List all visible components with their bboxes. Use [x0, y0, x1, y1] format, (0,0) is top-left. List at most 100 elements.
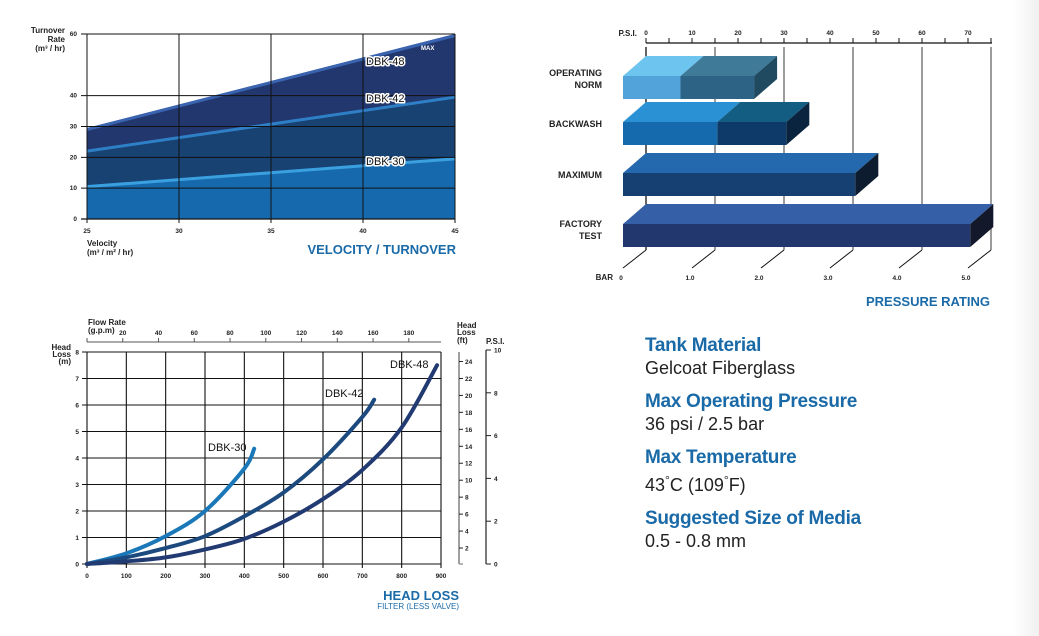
- hl-gpm-tick-label: 180: [403, 330, 414, 337]
- vel-y-tick-label: 40: [70, 93, 78, 100]
- pr-bar-backwash-top: [623, 102, 741, 122]
- hl-ft-tick-label: 20: [465, 393, 473, 400]
- hl-y-tick-label: 2: [75, 509, 79, 516]
- pr-bar-operating-norm-side: [754, 56, 778, 99]
- vel-x-tick-label: 30: [175, 228, 183, 235]
- hl-series-label-dbk30: DBK-30: [208, 442, 247, 454]
- hl-x-tick-label: 200: [160, 573, 171, 580]
- hl-psi-tick-label: 4: [494, 476, 498, 483]
- pr-bar-maximum-front: [623, 173, 856, 196]
- temp-f-rest: F): [728, 475, 746, 495]
- spec-tank-material: Tank Material Gelcoat Fiberglass: [645, 335, 1015, 379]
- pr-bar-factory-test-front: [623, 224, 971, 247]
- pr-bar-axis-label: BAR: [596, 273, 614, 282]
- pr-bar-operating-norm-top-2: [680, 56, 778, 76]
- hl-y-tick-label: 8: [75, 350, 79, 357]
- hl-ft-tick-label: 18: [465, 410, 473, 417]
- pr-psi-tick-label: 0: [644, 30, 648, 37]
- hl-series-label-dbk48: DBK-48: [390, 359, 429, 371]
- pr-bar-maximum-side: [855, 153, 879, 196]
- pr-psi-tick-label: 10: [688, 30, 696, 37]
- vel-y-tick-label: 0: [73, 216, 77, 223]
- pr-bar-gridline-diag: [829, 249, 854, 269]
- vel-y-tick-label: 10: [70, 185, 78, 192]
- vel-series-label-dbk30: DBK-30: [366, 156, 405, 168]
- pr-category-operating-line2: NORM: [575, 80, 603, 90]
- vel-series-label-dbk42: DBK-42: [366, 93, 405, 105]
- pr-bar-maximum-top: [623, 153, 879, 173]
- temp-c-rest: C (109: [669, 475, 724, 495]
- pr-bar-factory-test-side: [970, 204, 994, 247]
- pr-bar-gridline-diag: [898, 249, 923, 269]
- pr-category-factory-line2: TEST: [579, 231, 603, 241]
- pr-psi-tick-label: 70: [964, 30, 972, 37]
- hl-y-tick-label: 6: [75, 403, 79, 410]
- hl-gpm-tick-label: 20: [119, 330, 127, 337]
- hl-chart-subtitle: FILTER (LESS VALVE): [377, 602, 459, 611]
- spec-value: 43°C (109°F): [645, 469, 1015, 496]
- hl-gpm-tick-label: 40: [155, 330, 163, 337]
- hl-y-tick-label: 4: [75, 456, 79, 463]
- hl-ft-tick-label: 8: [465, 495, 469, 502]
- pr-bar-gridline-diag: [622, 249, 647, 269]
- hl-ft-label-line2: Loss: [457, 328, 476, 337]
- hl-y-tick-label: 1: [75, 535, 79, 542]
- pr-chart-title: PRESSURE RATING: [866, 294, 990, 309]
- pr-psi-tick-label: 40: [826, 30, 834, 37]
- vel-series-label-dbk48: DBK-48: [366, 56, 405, 68]
- spec-value: 36 psi / 2.5 bar: [645, 414, 765, 434]
- vel-max-label: MAX: [421, 46, 434, 52]
- pr-category-factory-line1: FACTORY: [559, 219, 602, 229]
- hl-psi-label: P.S.I.: [486, 337, 505, 346]
- hl-y-tick-label: 5: [75, 429, 79, 436]
- hl-psi-tick-label: 10: [494, 348, 502, 355]
- pr-psi-tick-label: 60: [918, 30, 926, 37]
- pr-bar-gridline-diag: [967, 249, 992, 269]
- spec-max-temperature: Max Temperature 43°C (109°F): [645, 447, 1015, 496]
- vel-y-tick-label: 60: [70, 31, 78, 38]
- specs-panel: Tank Material Gelcoat Fiberglass Max Ope…: [645, 335, 1015, 564]
- spec-heading: Max Operating Pressure: [645, 391, 857, 412]
- pr-category-operating-line1: OPERATING: [549, 68, 602, 78]
- vel-x-tick-label: 35: [267, 228, 275, 235]
- hl-psi-tick-label: 2: [494, 519, 498, 526]
- hl-ft-tick-label: 14: [465, 444, 473, 451]
- hl-ft-tick-label: 12: [465, 461, 473, 468]
- vel-ylabel-line1: Turnover: [31, 26, 65, 35]
- pr-bar-gridline-diag: [691, 249, 716, 269]
- pr-bar-factory-test-top: [623, 204, 994, 224]
- hl-flow-label-line2: (g.p.m): [88, 326, 115, 335]
- pr-bar-tick-label: 0: [619, 275, 623, 282]
- hl-ft-label-line3: (ft): [457, 336, 468, 345]
- hl-curve-dbk-48: [85, 363, 440, 566]
- pr-psi-tick-label: 30: [780, 30, 788, 37]
- hl-gpm-tick-label: 160: [368, 330, 379, 337]
- pr-bar-operating-norm-front: [623, 76, 681, 99]
- pr-category-backwash: BACKWASH: [549, 119, 602, 129]
- spec-heading: Tank Material: [645, 335, 762, 356]
- hl-x-tick-label: 300: [200, 573, 211, 580]
- vel-chart-title: VELOCITY / TURNOVER: [307, 242, 456, 257]
- vel-y-tick-label: 30: [70, 124, 78, 131]
- page-edge-shade: [1013, 0, 1039, 636]
- hl-curve-dbk-42: [85, 397, 377, 566]
- pr-category-maximum: MAXIMUM: [558, 170, 602, 180]
- spec-value: 0.5 - 0.8 mm: [645, 531, 747, 551]
- hl-y-tick-label: 3: [75, 482, 79, 489]
- pr-bar-tick-label: 1.0: [685, 275, 694, 282]
- pr-bar-backwash-front: [623, 122, 718, 145]
- spec-max-operating-pressure: Max Operating Pressure 36 psi / 2.5 bar: [645, 391, 1015, 435]
- hl-x-tick-label: 800: [396, 573, 407, 580]
- hl-x-tick-label: 400: [239, 573, 250, 580]
- hl-ft-tick-label: 6: [465, 512, 469, 519]
- hl-y-tick-label: 7: [75, 376, 79, 383]
- pr-bar-operating-norm-front-2: [680, 76, 755, 99]
- pr-bar-tick-label: 2.0: [754, 275, 763, 282]
- vel-xlabel-line1: Velocity: [87, 239, 118, 248]
- vel-ylabel-line2: Rate: [48, 35, 66, 44]
- pr-bar-backwash-top-2: [717, 102, 810, 122]
- spec-media-size: Suggested Size of Media 0.5 - 0.8 mm: [645, 508, 1015, 552]
- vel-y-tick-label: 20: [70, 154, 78, 161]
- pr-psi-tick-label: 20: [734, 30, 742, 37]
